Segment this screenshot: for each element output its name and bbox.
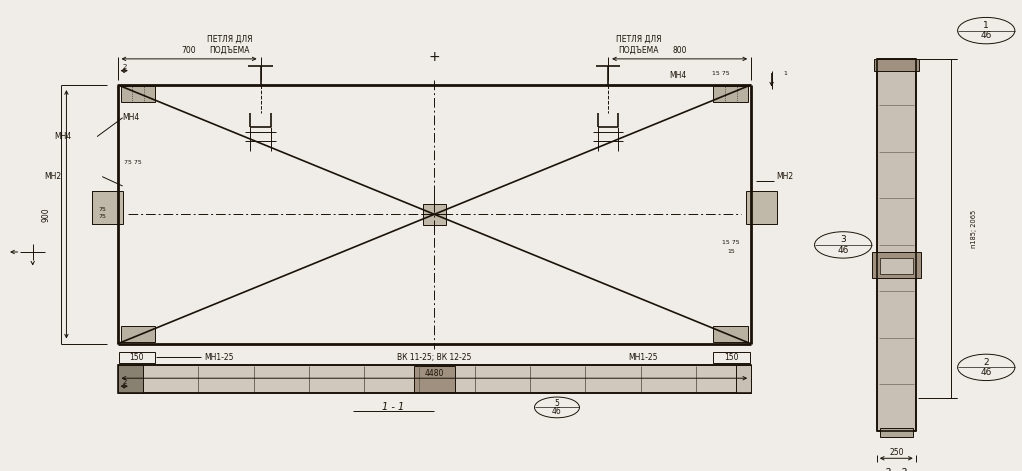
Text: 150: 150 [130,353,144,362]
Bar [713,86,748,102]
Text: п185; 2065: п185; 2065 [971,209,977,248]
Bar [121,86,155,102]
Bar [877,59,916,431]
Text: 2 - 2: 2 - 2 [885,468,908,471]
Text: 75 75: 75 75 [124,160,142,165]
Text: МН2: МН2 [777,172,794,181]
Text: 46: 46 [980,31,992,41]
Text: 3: 3 [840,235,846,244]
Bar [880,428,913,437]
Text: 2: 2 [983,357,989,367]
Bar [423,203,446,225]
Bar [880,258,913,274]
Text: 46: 46 [837,245,849,255]
Text: ПЕТЛЯ ДЛЯ
ПОДЪЕМА: ПЕТЛЯ ДЛЯ ПОДЪЕМА [207,35,252,55]
Text: МН4: МН4 [123,113,140,122]
Bar [121,326,155,342]
Text: 15 75: 15 75 [711,71,730,75]
Text: 1: 1 [783,71,787,75]
Text: 900: 900 [42,207,50,222]
Bar [736,365,751,393]
Text: 75: 75 [98,214,106,219]
Text: 250: 250 [889,447,903,457]
Text: МН4: МН4 [54,132,72,141]
Text: 46: 46 [980,368,992,377]
Text: МН4: МН4 [669,71,687,80]
Text: 1 - 1: 1 - 1 [382,402,405,413]
Bar [872,252,921,278]
Text: 4480: 4480 [425,369,444,378]
Bar [118,365,751,393]
Text: 2: 2 [123,64,127,70]
Bar [746,191,777,224]
Text: МН1-25: МН1-25 [629,353,658,362]
Bar [92,191,123,224]
Text: +: + [428,49,440,64]
Text: 46: 46 [552,407,562,416]
Text: 700: 700 [182,46,196,55]
Text: 2: 2 [123,380,127,385]
Text: 1: 1 [983,21,989,30]
Text: МН2: МН2 [44,172,61,181]
Text: 15: 15 [727,250,735,254]
Bar [874,59,919,71]
Bar [414,366,455,392]
Text: ПЕТЛЯ ДЛЯ
ПОДЪЕМА: ПЕТЛЯ ДЛЯ ПОДЪЕМА [616,35,661,55]
Text: 150: 150 [725,353,739,362]
Text: 75: 75 [98,207,106,212]
Text: 5: 5 [555,398,559,408]
Bar [118,365,143,393]
Text: МН1-25: МН1-25 [204,353,234,362]
Text: ВК 11-25; ВК 12-25: ВК 11-25; ВК 12-25 [398,353,471,362]
Bar [713,326,748,342]
Text: 800: 800 [672,46,687,55]
Bar [713,352,750,363]
Text: 15 75: 15 75 [722,240,740,245]
Bar [119,352,155,363]
